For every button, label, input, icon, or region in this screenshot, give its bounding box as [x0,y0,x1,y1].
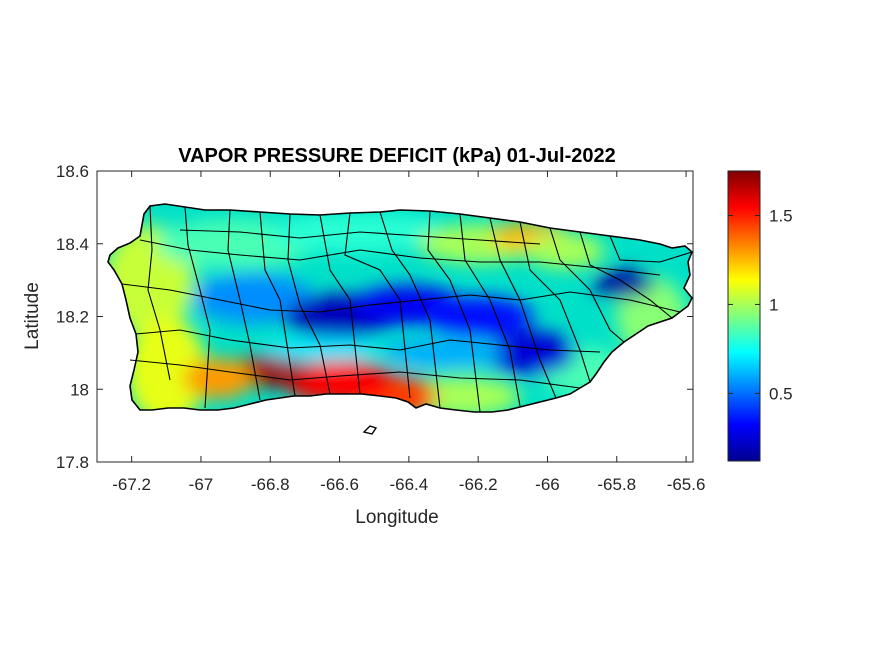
y-axis-ticks: 17.8 18 18.2 18.4 18.6 [56,162,693,472]
x-tick-label: -67 [189,475,214,494]
vpd-field-zone [524,233,605,270]
x-tick-label: -66.2 [459,475,498,494]
x-axis-ticks: -67.2 -67 -66.8 -66.6 -66.4 -66.2 -66 -65.8 -65.… [112,171,705,494]
vpd-field-zone [183,358,254,399]
municipality-border [459,213,521,407]
colorbar: 0.5 1 1.5 [727,170,793,462]
municipality-border [147,205,171,381]
x-tick-label: -66.6 [320,475,359,494]
municipality-border [379,211,441,409]
x-axis-label: Longitude [355,507,438,528]
vpd-field-zone [593,269,654,298]
x-tick-label: -65.6 [667,475,706,494]
x-tick-label: -66.8 [251,475,290,494]
municipality-borders [121,205,693,413]
municipality-border [344,212,411,399]
y-tick-label: 17.8 [56,453,89,472]
vpd-field-zone [262,337,383,362]
municipality-border [287,213,331,395]
x-tick-label: -67.2 [112,475,151,494]
map-axes: -67.2 -67 -66.8 -66.6 -66.4 -66.2 -66 -65.8 -65.… [56,162,706,494]
colorbar-tick-label: 1 [769,295,778,314]
colorbar-ticks: 0.5 1 1.5 [728,206,793,403]
colorbar-gradient [727,170,761,462]
vpd-field-zone [423,296,534,337]
y-tick-label: 18.4 [56,235,89,254]
municipality-border [179,229,541,245]
vpd-field-zone [485,330,576,375]
municipality-border [319,214,361,395]
map-title: VAPOR PRESSURE DEFICIT (kPa) 01-Jul-2022 [178,145,616,167]
municipality-border [227,209,261,401]
caja-de-muertos-island [362,425,378,435]
y-tick-label: 18 [70,380,89,399]
vpd-field-zone [126,316,207,412]
municipality-border [129,359,581,389]
colorbar-tick-label: 0.5 [769,384,793,403]
x-tick-label: -65.8 [597,475,636,494]
municipality-border [519,221,591,383]
colorbar-tick-label: 1.5 [769,206,793,225]
x-tick-label: -66.4 [389,475,428,494]
y-axis-label: Latitude [22,282,43,350]
x-tick-label: -66 [535,475,560,494]
municipality-border [121,283,681,313]
vpd-field-zone [284,359,395,404]
municipality-border [549,227,625,343]
municipality-border [135,329,601,353]
municipality-border [609,235,693,263]
y-tick-label: 18.6 [56,162,89,181]
municipality-border [139,239,661,276]
y-tick-label: 18.2 [56,308,89,327]
municipality-border [184,206,211,409]
island-outline [107,203,693,413]
